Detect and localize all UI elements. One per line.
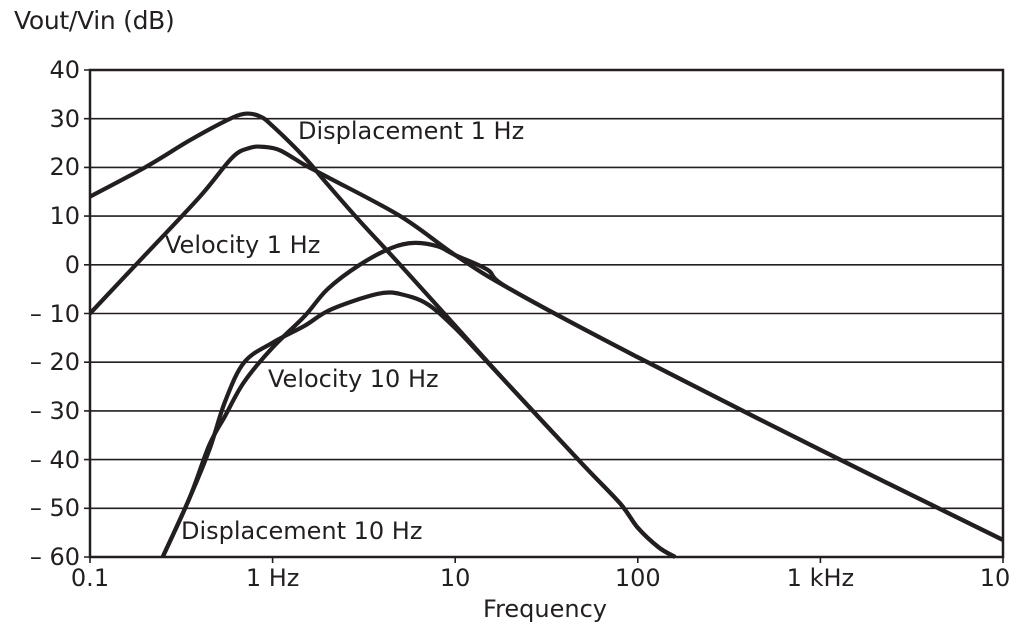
x-tick-label: 1 kHz xyxy=(786,564,855,592)
curve-label: Displacement 1 Hz xyxy=(298,117,525,145)
y-tick-label: 20 xyxy=(49,153,80,182)
curve-velocity-1-hz xyxy=(90,144,1003,542)
y-tick-label: – 60 xyxy=(29,543,80,571)
y-tick-label: – 50 xyxy=(29,494,80,523)
y-tick-label: 10 xyxy=(49,202,80,231)
y-tick-label: 40 xyxy=(49,56,80,84)
x-axis-label: Frequency xyxy=(483,595,607,623)
x-tick-label: 1 Hz xyxy=(245,564,300,592)
x-tick-label: 10 xyxy=(979,564,1011,592)
y-tick-label: 30 xyxy=(49,104,80,133)
x-tick-label: 100 xyxy=(614,564,661,592)
y-tick-label: – 10 xyxy=(29,299,80,328)
x-tick-label: 10 xyxy=(439,564,471,592)
curve-label: Velocity 1 Hz xyxy=(165,231,321,259)
gridlines xyxy=(84,69,1003,558)
curve-displacement-1-hz xyxy=(90,111,677,559)
x-tick-label: 0.1 xyxy=(70,564,110,592)
y-tick-label: – 40 xyxy=(29,445,80,474)
plot-frame xyxy=(88,68,1005,563)
curve-label: Velocity 10 Hz xyxy=(268,365,439,393)
curve-displacement-10-hz xyxy=(160,290,677,559)
curve-velocity-10-hz xyxy=(160,240,1003,558)
curves xyxy=(90,111,1003,559)
y-tick-label: 0 xyxy=(64,250,80,279)
y-tick-label: – 30 xyxy=(29,396,80,425)
y-tick-label: – 20 xyxy=(29,348,80,377)
curve-label: Displacement 10 Hz xyxy=(181,517,423,545)
y-axis-label: Vout/Vin (dB) xyxy=(14,6,175,35)
